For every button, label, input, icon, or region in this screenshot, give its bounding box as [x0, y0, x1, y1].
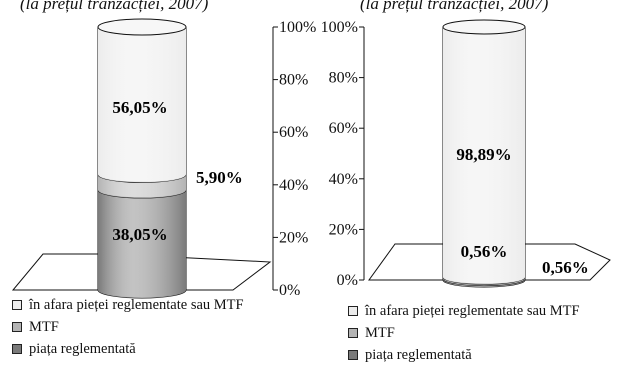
legend-left-label-regulated: piața reglementată	[29, 340, 136, 357]
legend-right-swatch-regulated	[348, 350, 358, 360]
legend-right-swatch-mtf	[348, 328, 358, 338]
y-tick-label-left: 0%	[279, 282, 300, 299]
y-tick-label-right: 40%	[329, 171, 358, 188]
data-label-left-mtf: 5,90%	[196, 168, 243, 187]
y-tick-label-right: 100%	[321, 19, 358, 36]
y-tick-label-right: 80%	[329, 70, 358, 87]
legend-right: în afara pieței reglementate sau MTF MTF…	[348, 300, 580, 366]
legend-left-swatch-mtf	[12, 322, 22, 332]
bar-shade-left-outside	[98, 27, 186, 183]
chart-right: 0% 20% 40% 60% 80% 100% 0,56% 0,56% 98,89%	[321, 19, 611, 289]
data-label-right-regulated: 0,56%	[461, 242, 508, 261]
bar-top-cap-left	[97, 18, 187, 36]
y-tick-label-left: 60%	[279, 124, 308, 141]
chart-left: 0% 20% 40% 60% 80% 100% 38,05% 5,90% 56,05%	[11, 18, 316, 299]
legend-right-swatch-outside	[348, 306, 358, 316]
data-label-right-mtf: 0,56%	[542, 258, 589, 277]
legend-right-item-mtf: MTF	[348, 322, 580, 344]
legend-left-item-outside: în afara pieței reglementate sau MTF	[12, 294, 244, 316]
legend-left-label-outside: în afara pieței reglementate sau MTF	[29, 296, 244, 313]
bar-shade-left-mtf	[98, 174, 186, 198]
legend-left-item-regulated: piața reglementată	[12, 338, 244, 360]
legend-right-label-regulated: piața reglementată	[365, 346, 472, 363]
header-left-caption: (la prețul tranzacției, 2007)	[20, 0, 209, 13]
legend-left-label-mtf: MTF	[29, 318, 59, 335]
bar-shade-left-regulated	[98, 189, 186, 298]
y-tick-label-left: 20%	[279, 229, 308, 246]
data-label-left-outside: 56,05%	[112, 98, 167, 117]
legend-left-item-mtf: MTF	[12, 316, 244, 338]
legend-right-item-regulated: piața reglementată	[348, 344, 580, 366]
legend-left-swatch-outside	[12, 300, 22, 310]
legend-left: în afara pieței reglementate sau MTF MTF…	[12, 294, 244, 360]
header-right-caption: (la prețul tranzacției, 2007)	[360, 0, 549, 13]
y-tick-label-left: 100%	[279, 19, 316, 36]
y-tick-label-right: 60%	[329, 120, 358, 137]
y-tick-label-left: 80%	[279, 72, 308, 89]
y-tick-label-right: 0%	[337, 272, 358, 289]
legend-right-label-outside: în afara pieței reglementate sau MTF	[365, 302, 580, 319]
legend-left-swatch-regulated	[12, 344, 22, 354]
bar-top-cap-right	[442, 19, 526, 35]
data-label-left-regulated: 38,05%	[112, 225, 167, 244]
legend-right-item-outside: în afara pieței reglementate sau MTF	[348, 300, 580, 322]
data-label-right-outside: 98,89%	[456, 145, 511, 164]
bar-shade-right-outside	[443, 26, 525, 285]
y-tick-label-right: 20%	[329, 221, 358, 238]
legend-right-label-mtf: MTF	[365, 324, 395, 341]
y-tick-label-left: 40%	[279, 177, 308, 194]
